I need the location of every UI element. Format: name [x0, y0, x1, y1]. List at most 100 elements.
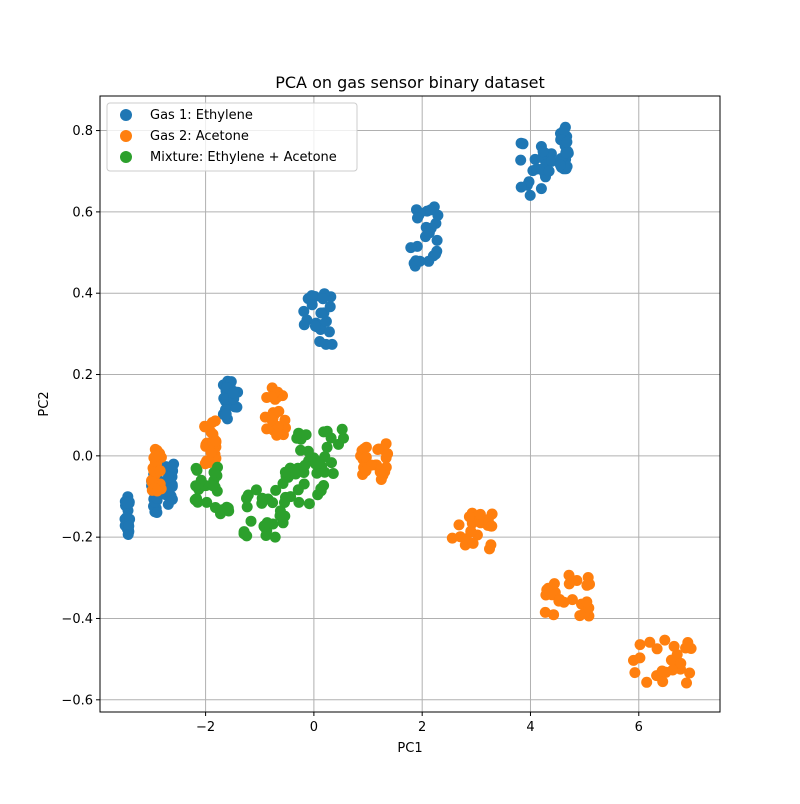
legend-label-ethylene: Gas 1: Ethylene [150, 108, 253, 123]
point-acetone [205, 446, 217, 458]
point-ethylene [317, 293, 329, 305]
point-ethylene [121, 497, 133, 509]
point-ethylene [298, 305, 310, 317]
point-ethylene [122, 529, 134, 540]
point-ethylene [545, 148, 557, 160]
point-ethylene [560, 147, 572, 159]
legend-marker-ethylene [120, 109, 132, 121]
axis-ticks: −2 0 2 4 6 −0.6 −0.4 −0.2 0.0 0.2 0.4 0.6 0.8 [61, 124, 642, 735]
point-mixture [201, 496, 213, 508]
y-tick-label: 0.4 [72, 287, 93, 302]
point-ethylene [561, 136, 573, 148]
point-acetone [360, 441, 372, 453]
point-ethylene [227, 387, 239, 399]
point-ethylene [151, 507, 163, 518]
y-tick-label: −0.4 [61, 612, 93, 627]
point-acetone [563, 569, 575, 581]
point-mixture [267, 497, 279, 509]
point-acetone [151, 485, 163, 497]
point-mixture [221, 501, 233, 513]
point-ethylene [309, 320, 321, 332]
point-acetone [266, 391, 278, 403]
point-mixture [327, 468, 339, 479]
legend-marker-acetone [120, 130, 132, 142]
point-ethylene [314, 336, 326, 347]
point-mixture [290, 468, 302, 480]
y-axis-label: PC2 [37, 391, 52, 416]
point-mixture [285, 491, 297, 503]
point-mixture [269, 531, 281, 543]
point-acetone [675, 657, 687, 669]
point-mixture [190, 480, 202, 492]
point-acetone [273, 405, 285, 417]
point-acetone [475, 517, 487, 529]
point-ethylene [423, 227, 435, 239]
point-acetone [563, 578, 575, 590]
point-ethylene [163, 471, 174, 483]
point-mixture [191, 493, 203, 505]
y-tick-label: 0.6 [72, 205, 93, 220]
point-ethylene [306, 299, 318, 311]
point-mixture [191, 464, 203, 476]
x-tick-label: 4 [526, 720, 534, 735]
point-ethylene [430, 248, 442, 260]
point-acetone [644, 636, 656, 648]
point-mixture [338, 432, 349, 444]
x-tick-label: −2 [196, 720, 215, 735]
point-ethylene [425, 204, 437, 216]
point-acetone [541, 584, 553, 596]
point-mixture [241, 501, 253, 513]
point-mixture [245, 515, 257, 527]
point-acetone [203, 457, 215, 469]
legend-label-acetone: Gas 2: Acetone [150, 129, 249, 144]
y-tick-label: 0.0 [72, 449, 93, 464]
point-acetone [566, 594, 578, 606]
point-ethylene [546, 155, 558, 167]
point-mixture [298, 467, 310, 478]
point-mixture [314, 457, 325, 469]
point-mixture [325, 432, 337, 444]
y-tick-label: −0.2 [61, 531, 93, 546]
point-acetone [680, 642, 692, 654]
point-mixture [208, 466, 220, 478]
point-acetone [681, 677, 692, 689]
point-acetone [684, 667, 696, 679]
point-acetone [154, 465, 166, 477]
point-acetone [656, 665, 668, 677]
point-acetone [581, 596, 593, 608]
point-ethylene [414, 255, 426, 267]
point-acetone [629, 667, 641, 679]
point-ethylene [515, 181, 527, 193]
point-acetone [465, 525, 477, 537]
point-acetone [382, 448, 394, 460]
point-acetone [665, 654, 677, 666]
point-ethylene [554, 159, 566, 171]
point-acetone [668, 640, 680, 652]
legend-label-mixture: Mixture: Ethylene + Acetone [150, 150, 337, 165]
point-mixture [318, 426, 330, 438]
point-mixture [270, 484, 282, 496]
point-ethylene [315, 307, 327, 319]
point-mixture [281, 467, 293, 478]
point-acetone [581, 579, 593, 591]
point-acetone [206, 417, 218, 428]
x-tick-label: 2 [418, 720, 426, 735]
point-acetone [548, 578, 560, 590]
point-acetone [485, 539, 497, 551]
point-ethylene [537, 146, 549, 158]
point-acetone [261, 423, 273, 435]
plot-frame [99, 95, 721, 713]
point-mixture [279, 510, 291, 522]
point-ethylene [558, 124, 570, 136]
point-ethylene [220, 408, 232, 420]
point-mixture [261, 517, 273, 529]
point-ethylene [166, 461, 178, 473]
point-acetone [651, 643, 663, 655]
point-acetone [380, 438, 392, 450]
point-ethylene [323, 326, 335, 338]
point-mixture [293, 496, 305, 508]
point-ethylene [306, 290, 318, 302]
point-acetone [210, 435, 222, 447]
